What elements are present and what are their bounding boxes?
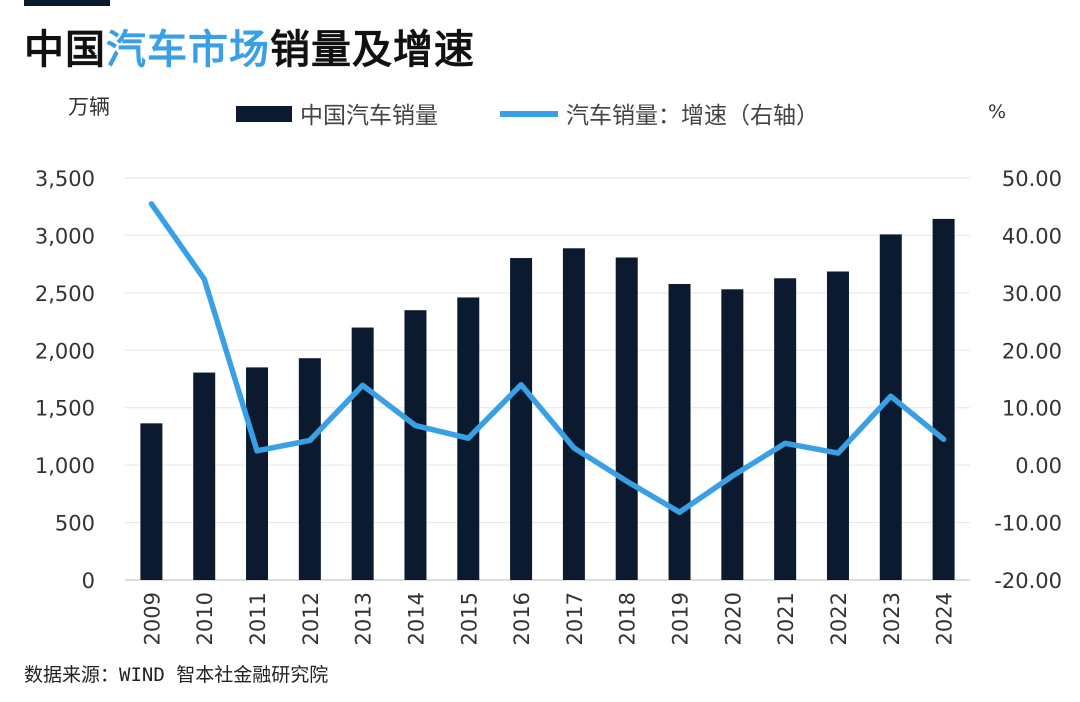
x-axis-tick-label: 2016: [510, 592, 534, 645]
x-axis-tick-label: 2019: [669, 592, 693, 645]
x-axis-tick-label: 2015: [457, 592, 481, 645]
left-axis-unit-label: 万辆: [68, 95, 110, 119]
title-highlight: 汽车市场: [106, 27, 270, 73]
growth-line: [148, 201, 947, 515]
bar-2021: [774, 278, 797, 580]
right-axis-unit-label: %: [988, 101, 1006, 123]
right-axis-tick-label: 40.00: [1002, 224, 1062, 248]
data-source: 数据来源：WIND 智本社金融研究院: [24, 664, 329, 686]
x-axis-tick-label: 2009: [140, 592, 164, 645]
x-axis-tick-label: 2018: [616, 592, 640, 645]
x-axis-tick-label: 2012: [299, 592, 323, 645]
x-axis-tick-label: 2022: [827, 592, 851, 645]
bar-2020: [721, 289, 744, 580]
bar-2016: [510, 258, 533, 580]
bar-2024: [932, 218, 955, 580]
left-axis-tick-label: 3,000: [35, 224, 95, 248]
bar-2023: [879, 234, 902, 581]
right-axis-tick-label: 0.00: [1015, 454, 1062, 478]
left-axis-tick-label: 1,000: [35, 454, 95, 478]
legend-bar-label: 中国汽车销量: [300, 103, 438, 129]
x-axis-tick-label: 2020: [721, 592, 745, 645]
left-axis-tick-label: 2,000: [35, 339, 95, 363]
bar-2017: [562, 248, 585, 580]
bar-2018: [615, 257, 638, 580]
left-axis-tick-label: 2,500: [35, 282, 95, 306]
left-axis-tick-label: 1,500: [35, 397, 95, 421]
legend-bar-swatch: [236, 106, 292, 122]
bar-2010: [193, 372, 216, 580]
title-part-2: 销量及增速: [270, 27, 475, 73]
x-axis-tick-label: 2011: [246, 592, 270, 645]
right-axis-tick-label: 10.00: [1002, 397, 1062, 421]
x-axis-tick-label: 2024: [933, 592, 957, 645]
x-axis-tick-label: 2013: [352, 592, 376, 645]
left-axis-tick-label: 3,500: [35, 167, 95, 191]
bar-2011: [246, 367, 269, 580]
x-axis-tick-label: 2017: [563, 592, 587, 645]
bar-2019: [668, 284, 691, 580]
right-axis-tick-label: 30.00: [1002, 282, 1062, 306]
right-axis-tick-label: -10.00: [994, 512, 1062, 536]
bar-2013: [351, 327, 374, 580]
bar-2014: [404, 310, 427, 580]
legend-line-label: 汽车销量：增速（右轴）: [566, 103, 819, 129]
title-accent-bar: [24, 0, 110, 6]
bar-2012: [298, 358, 321, 580]
bar-2009: [140, 423, 163, 580]
x-axis-tick-label: 2021: [774, 592, 798, 645]
right-axis-tick-label: -20.00: [994, 569, 1062, 593]
title-part-1: 中国: [24, 27, 106, 73]
page-title: 中国汽车市场销量及增速: [24, 30, 475, 70]
x-axis-tick-label: 2010: [193, 592, 217, 645]
right-axis-tick-label: 20.00: [1002, 339, 1062, 363]
x-axis-tick-label: 2023: [880, 592, 904, 645]
left-axis-tick-label: 500: [55, 512, 95, 536]
left-axis-tick-label: 0: [82, 569, 95, 593]
bar-2022: [826, 271, 849, 580]
right-axis-tick-label: 50.00: [1002, 167, 1062, 191]
x-axis-tick-label: 2014: [404, 592, 428, 645]
